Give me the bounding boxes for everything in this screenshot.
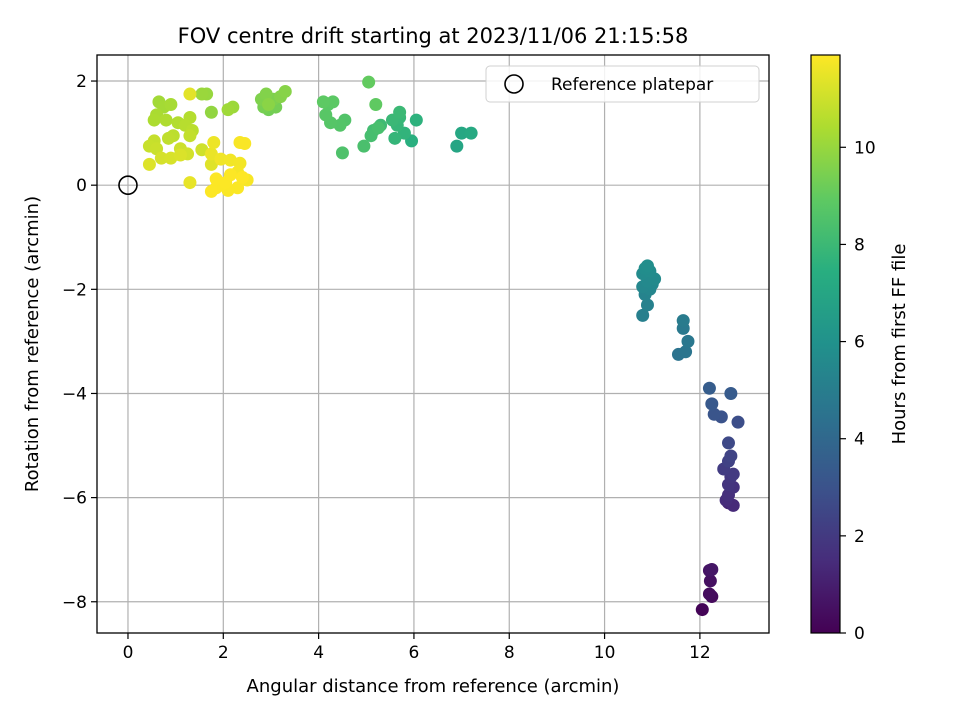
data-point [702,381,716,395]
y-tick-label: 0 [76,176,87,196]
data-point [159,113,173,127]
data-point [369,97,383,111]
legend-label: Reference platepar [551,75,713,95]
data-point [335,146,349,160]
colorbar-label: Hours from first FF file [889,244,910,445]
x-tick-label: 6 [409,643,420,663]
x-axis-label: Angular distance from reference (arcmin) [247,676,620,697]
data-points [142,75,745,617]
data-point [221,103,235,117]
data-point [238,137,252,151]
data-point [450,139,464,153]
data-point [183,176,197,190]
grid [97,55,769,633]
x-axis-ticks: 0 2 4 6 8 10 12 [123,633,711,663]
data-point [259,87,273,101]
data-point [362,75,376,89]
data-point [702,587,716,601]
data-point [371,121,385,135]
data-point [147,113,161,127]
data-point [679,345,693,359]
data-point [262,97,276,111]
x-tick-label: 10 [594,643,616,663]
data-point [721,436,735,450]
plot-frame [96,54,770,634]
data-point [235,170,249,184]
data-point [695,603,709,617]
data-point [724,449,738,463]
data-point [705,562,719,576]
data-point [640,259,654,273]
colorbar-tick-label: 8 [854,235,865,255]
data-point [703,574,717,588]
data-point [357,139,371,153]
data-point [636,308,650,322]
x-tick-label: 4 [313,643,324,663]
data-point [223,168,237,182]
data-point [183,129,197,143]
x-tick-label: 8 [504,643,515,663]
data-point [393,105,407,119]
legend-box [485,65,760,103]
chart-title: FOV centre drift starting at 2023/11/06 … [178,24,689,48]
y-axis-ticks: 2 0 −2 −4 −6 −8 [62,72,97,613]
colorbar-tick-label: 10 [854,138,876,158]
colorbar-tick-label: 4 [854,430,865,450]
data-point [204,147,218,161]
y-tick-label: 2 [76,72,87,92]
data-point [154,151,168,165]
data-point [409,113,423,127]
data-point [316,95,330,109]
data-point [195,87,209,101]
data-point [707,407,721,421]
reference-marker [118,175,138,195]
data-point [142,157,156,171]
data-point [326,95,340,109]
data-point [161,131,175,145]
y-tick-label: −8 [62,593,87,613]
colorbar-tick-label: 2 [854,527,865,547]
data-point [207,135,221,149]
data-point [388,131,402,145]
y-tick-label: −2 [62,280,87,300]
data-point [676,314,690,328]
data-point [173,148,187,162]
data-point [640,298,654,312]
data-point [164,97,178,111]
colorbar: 0 2 4 6 8 10 Hours from first FF file [810,54,910,644]
data-point [464,126,478,140]
colorbar-tick-label: 0 [854,624,865,644]
x-tick-label: 2 [218,643,229,663]
data-point [204,105,218,119]
data-point [705,397,719,411]
data-point [204,184,218,198]
x-tick-label: 12 [689,643,711,663]
legend-marker [504,74,524,94]
colorbar-tick-label: 6 [854,333,865,353]
data-point [319,108,333,122]
legend: Reference platepar [485,65,760,103]
data-point [204,157,218,171]
y-tick-label: −4 [62,384,87,404]
colorbar-ticks: 0 2 4 6 8 10 [840,138,876,644]
x-tick-label: 0 [123,643,134,663]
data-point [724,386,738,400]
data-point [183,87,197,101]
y-tick-label: −6 [62,489,87,509]
data-point [455,126,469,140]
colorbar-gradient [810,54,841,634]
data-point [731,415,745,429]
data-point [681,334,695,348]
data-point [214,152,228,166]
y-axis-label: Rotation from reference (arcmin) [22,196,43,492]
data-point [726,467,740,481]
data-point [278,84,292,98]
